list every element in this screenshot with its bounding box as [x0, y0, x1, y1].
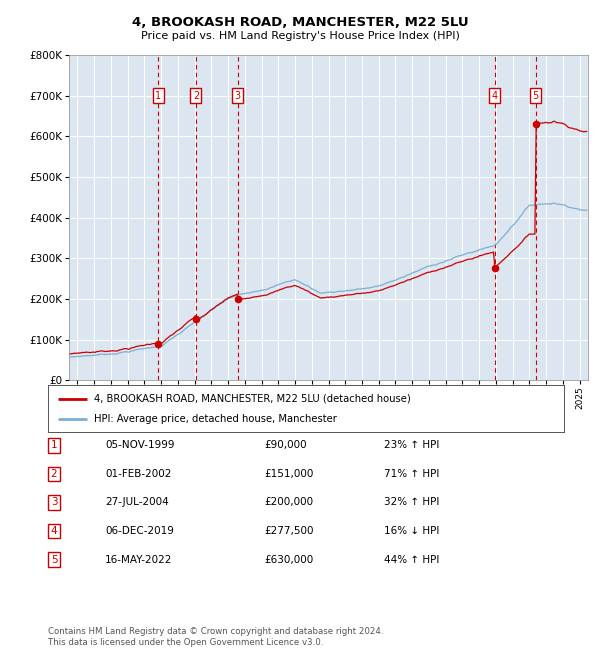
Text: 27-JUL-2004: 27-JUL-2004: [105, 497, 169, 508]
Text: 4, BROOKASH ROAD, MANCHESTER, M22 5LU: 4, BROOKASH ROAD, MANCHESTER, M22 5LU: [131, 16, 469, 29]
Text: 5: 5: [532, 91, 539, 101]
Text: 32% ↑ HPI: 32% ↑ HPI: [384, 497, 439, 508]
Text: Contains HM Land Registry data © Crown copyright and database right 2024.
This d: Contains HM Land Registry data © Crown c…: [48, 627, 383, 647]
Text: 44% ↑ HPI: 44% ↑ HPI: [384, 554, 439, 565]
Text: 3: 3: [235, 91, 241, 101]
Text: 2: 2: [50, 469, 58, 479]
Text: 1: 1: [50, 440, 58, 450]
Text: £630,000: £630,000: [264, 554, 313, 565]
Text: 23% ↑ HPI: 23% ↑ HPI: [384, 440, 439, 450]
Text: £151,000: £151,000: [264, 469, 313, 479]
Text: 05-NOV-1999: 05-NOV-1999: [105, 440, 175, 450]
Text: HPI: Average price, detached house, Manchester: HPI: Average price, detached house, Manc…: [94, 414, 337, 424]
Text: 4, BROOKASH ROAD, MANCHESTER, M22 5LU (detached house): 4, BROOKASH ROAD, MANCHESTER, M22 5LU (d…: [94, 393, 411, 404]
Text: Price paid vs. HM Land Registry's House Price Index (HPI): Price paid vs. HM Land Registry's House …: [140, 31, 460, 41]
Text: 71% ↑ HPI: 71% ↑ HPI: [384, 469, 439, 479]
Text: 16% ↓ HPI: 16% ↓ HPI: [384, 526, 439, 536]
Text: 4: 4: [491, 91, 498, 101]
Text: 4: 4: [50, 526, 58, 536]
Text: 16-MAY-2022: 16-MAY-2022: [105, 554, 172, 565]
Text: 2: 2: [193, 91, 199, 101]
Text: 5: 5: [50, 554, 58, 565]
Text: £277,500: £277,500: [264, 526, 314, 536]
Text: £90,000: £90,000: [264, 440, 307, 450]
Text: 06-DEC-2019: 06-DEC-2019: [105, 526, 174, 536]
Text: 3: 3: [50, 497, 58, 508]
Text: 1: 1: [155, 91, 161, 101]
Text: 01-FEB-2002: 01-FEB-2002: [105, 469, 172, 479]
Text: £200,000: £200,000: [264, 497, 313, 508]
